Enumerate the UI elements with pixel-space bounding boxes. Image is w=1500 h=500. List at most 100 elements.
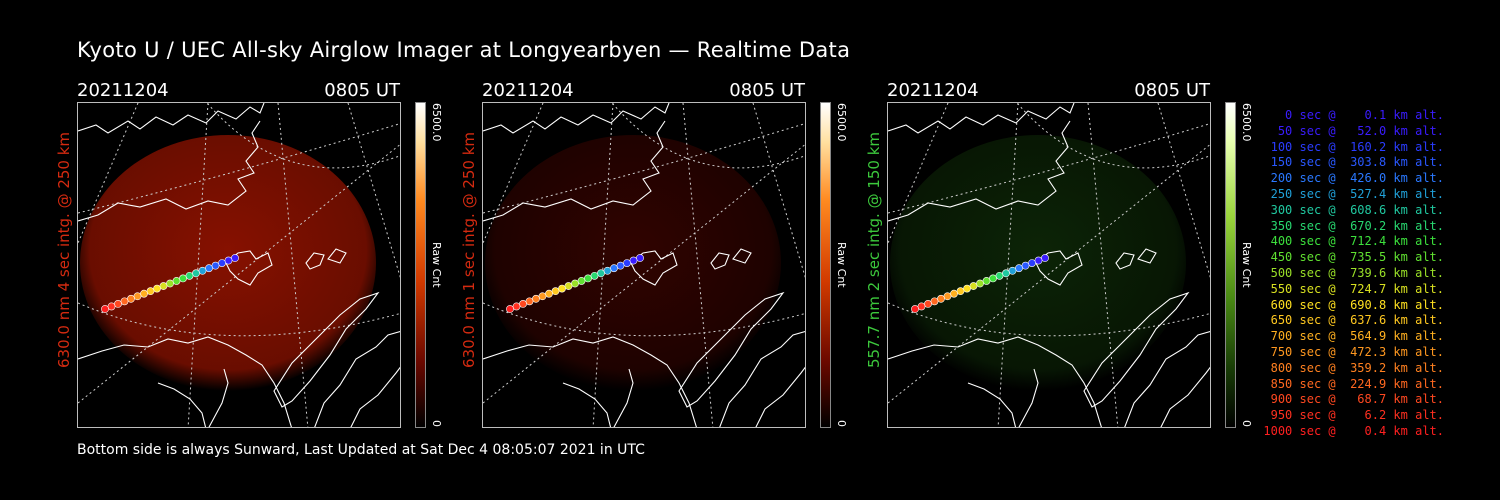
grid-line <box>611 103 805 169</box>
trajectory-point <box>956 287 965 296</box>
trajectory-point <box>917 302 926 311</box>
trajectory-point <box>603 266 612 275</box>
coastline <box>78 103 265 134</box>
trajectory-point <box>140 289 148 298</box>
airglow-image-630-1s <box>482 102 806 428</box>
coastline <box>630 250 678 286</box>
trajectory-point <box>224 256 233 265</box>
trajectory-point <box>506 305 514 313</box>
coastline <box>755 366 805 427</box>
grid-line <box>483 123 805 214</box>
trajectory-point <box>976 279 984 288</box>
grid-line <box>78 143 400 404</box>
trajectory-point <box>1034 256 1043 265</box>
trajectory-point <box>963 284 971 293</box>
trajectory-point <box>911 305 919 313</box>
grid-line <box>78 123 400 214</box>
trajectory-point <box>192 269 200 278</box>
coastline <box>350 366 400 427</box>
trajectory-legend: 0 sec @ 0.1 km alt. 50 sec @ 52.0 km alt… <box>1262 108 1444 440</box>
legend-row: 0 sec @ 0.1 km alt. <box>1263 108 1444 122</box>
grid-line <box>888 302 1210 337</box>
trajectory-point <box>590 271 599 280</box>
coastline <box>78 120 261 222</box>
trajectory-point <box>205 264 213 273</box>
panel-3-time: 0805 UT <box>1134 80 1210 101</box>
coastline <box>157 382 207 427</box>
panel-1-date: 20211204 <box>77 80 169 101</box>
grid-line <box>347 103 400 279</box>
legend-row: 550 sec @ 724.7 km alt. <box>1263 281 1444 296</box>
trajectory-point <box>623 259 631 267</box>
grid-line <box>1016 103 1210 169</box>
panel-3-colorbar-unit: Raw Cnt <box>1240 242 1253 288</box>
trajectory-point <box>146 287 155 296</box>
trajectory-point <box>995 271 1004 280</box>
coastline <box>483 336 697 427</box>
coastline <box>314 330 400 427</box>
coastline <box>562 382 612 427</box>
trajectory-point <box>159 282 168 290</box>
legend-row: 200 sec @ 426.0 km alt. <box>1263 171 1444 186</box>
trajectory-point <box>969 282 978 290</box>
grid-line <box>1157 103 1210 279</box>
trajectory-point <box>211 261 220 270</box>
legend-row: 1000 sec @ 0.4 km alt. <box>1263 423 1444 438</box>
grid-line <box>78 103 139 244</box>
panel-3-map <box>888 103 1210 427</box>
trajectory-point <box>172 277 181 285</box>
legend-row: 750 sec @ 472.3 km alt. <box>1263 344 1444 359</box>
panel-2-date: 20211204 <box>482 80 574 101</box>
panel-1-colorbar-max: 6500.0 <box>430 103 443 142</box>
trajectory-point <box>185 271 194 280</box>
coastline <box>78 336 292 427</box>
trajectory-point <box>107 302 116 311</box>
coastline <box>225 250 273 286</box>
panel-2-colorbar-max: 6500.0 <box>835 103 848 142</box>
trajectory-point <box>127 294 135 303</box>
trajectory-point <box>538 292 547 301</box>
trajectory-point <box>1008 266 1017 275</box>
coastline <box>273 291 380 408</box>
trajectory-point <box>153 284 161 293</box>
legend-row: 350 sec @ 670.2 km alt. <box>1263 218 1444 233</box>
trajectory-point <box>610 264 618 273</box>
trajectory-point <box>989 274 997 283</box>
trajectory-point <box>584 274 592 283</box>
trajectory-point <box>101 305 109 313</box>
trajectory-point <box>1041 254 1049 262</box>
coastline <box>967 382 1017 427</box>
panel-2-colorbar-min: 0 <box>835 420 848 427</box>
panel-2-wavelength-label: 630.0 nm 1 sec intg. @ 250 km <box>460 131 478 368</box>
trajectory-point <box>133 292 142 301</box>
legend-row: 950 sec @ 6.2 km alt. <box>1263 408 1444 423</box>
trajectory-point <box>545 289 553 298</box>
trajectory-point <box>114 299 122 308</box>
trajectory-point <box>636 254 644 262</box>
trajectory-point <box>198 266 207 275</box>
airglow-image-630-4s <box>77 102 401 428</box>
coastline <box>305 252 325 270</box>
legend-row: 250 sec @ 527.4 km alt. <box>1263 186 1444 201</box>
panel-1-time: 0805 UT <box>324 80 400 101</box>
coastline <box>1115 252 1135 270</box>
panel-1-map <box>78 103 400 427</box>
panel-3-date: 20211204 <box>887 80 979 101</box>
trajectory-point <box>166 279 174 288</box>
coastline <box>1018 368 1039 427</box>
trajectory-point <box>937 294 945 303</box>
legend-row: 800 sec @ 359.2 km alt. <box>1263 360 1444 375</box>
airglow-image-557-2s <box>887 102 1211 428</box>
grid-line <box>206 103 400 169</box>
trajectory-point <box>525 297 534 306</box>
trajectory-point <box>120 297 129 306</box>
grid-line <box>483 143 805 404</box>
coastline <box>888 120 1071 222</box>
legend-row: 400 sec @ 712.4 km alt. <box>1263 234 1444 249</box>
panel-1-colorbar <box>415 102 426 428</box>
coastline <box>613 368 634 427</box>
panel-1-wavelength-label: 630.0 nm 4 sec intg. @ 250 km <box>55 131 73 368</box>
legend-row: 650 sec @ 637.6 km alt. <box>1263 313 1444 328</box>
trajectory-point <box>1015 264 1023 273</box>
grid-line <box>483 302 805 337</box>
